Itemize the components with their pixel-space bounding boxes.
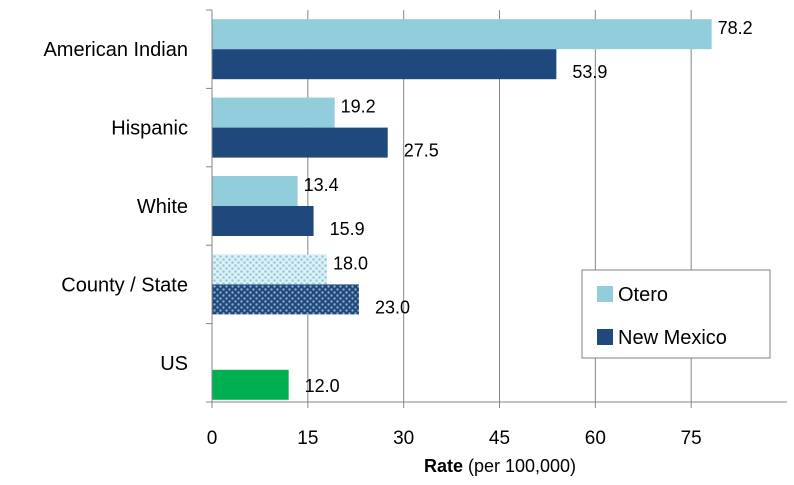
x-axis-title: Rate (per 100,000)	[424, 456, 576, 476]
bar-us	[212, 369, 289, 400]
data-label-new-mexico-white: 15.9	[330, 219, 365, 239]
x-tick-label-45: 45	[489, 428, 510, 449]
data-label-us: 12.0	[305, 376, 340, 396]
category-label-american-indian: American Indian	[43, 39, 188, 61]
category-label-white: White	[137, 196, 188, 218]
bar-new-mexico-american-indian	[212, 49, 557, 80]
bar-new-mexico-hispanic	[212, 127, 388, 158]
legend-swatch-new-mexico	[597, 329, 613, 345]
data-label-new-mexico-hispanic: 27.5	[404, 141, 439, 161]
legend-label-otero: Otero	[618, 284, 668, 306]
bar-otero-hispanic	[212, 97, 335, 128]
data-label-otero-white: 13.4	[304, 175, 339, 195]
x-axis-title-bold: Rate	[424, 456, 463, 476]
legend-label-new-mexico: New Mexico	[618, 327, 727, 349]
labels: 0 15 30 45 60 75 American Indian 78.2 53.9 Hispan…	[43, 18, 752, 449]
data-label-otero-hispanic: 19.2	[341, 97, 376, 117]
legend-box	[581, 269, 771, 359]
data-label-new-mexico-county-state: 23.0	[375, 297, 410, 317]
axes	[206, 9, 787, 408]
bar-otero-american-indian	[212, 19, 712, 50]
bar-otero-white	[212, 176, 298, 206]
legend-swatch-otero	[597, 286, 613, 302]
bar-new-mexico-white	[212, 206, 314, 236]
x-tick-label-30: 30	[393, 428, 414, 449]
legend: Otero New Mexico	[581, 269, 771, 359]
x-axis-title-rest: (per 100,000)	[463, 456, 576, 476]
data-label-new-mexico-american-indian: 53.9	[572, 62, 607, 82]
bars	[212, 19, 712, 400]
data-label-otero-american-indian: 78.2	[718, 18, 753, 38]
category-label-hispanic: Hispanic	[111, 118, 188, 140]
x-tick-label-0: 0	[207, 428, 218, 449]
x-tick-label-15: 15	[297, 428, 318, 449]
category-label-us: US	[160, 353, 188, 375]
category-label-county-state: County / State	[61, 274, 188, 296]
x-tick-label-60: 60	[585, 428, 606, 449]
data-label-otero-county-state: 18.0	[333, 253, 368, 273]
bar-new-mexico-county-state	[212, 284, 359, 315]
bar-otero-county-state	[212, 254, 327, 285]
x-tick-label-75: 75	[681, 428, 702, 449]
